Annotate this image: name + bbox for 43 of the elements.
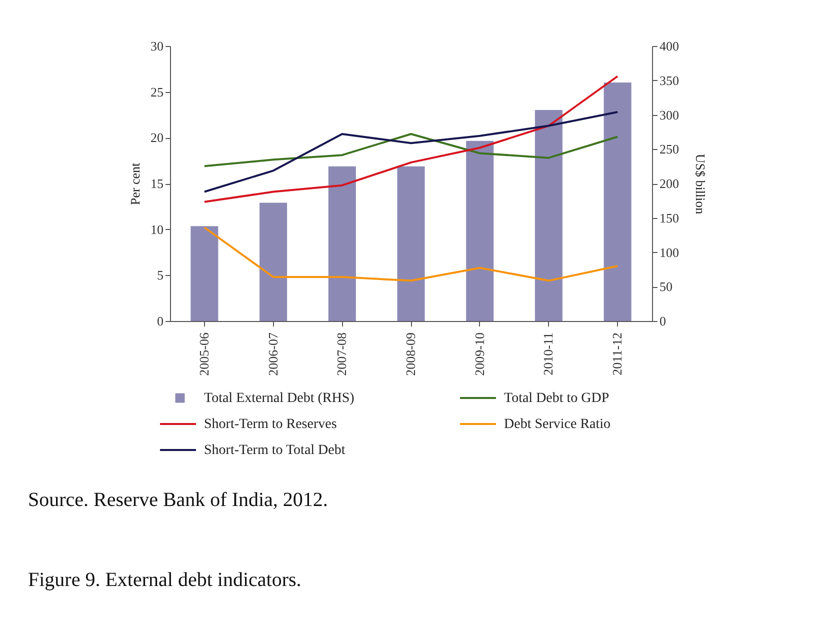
x-tick-label: 2008-09 <box>403 332 418 376</box>
y-tick-label: 15 <box>150 176 164 191</box>
bar <box>397 166 425 321</box>
line-series <box>203 75 619 203</box>
source-note: Source. Reserve Bank of India, 2012. <box>28 489 328 511</box>
y-tick-label: 5 <box>157 268 164 283</box>
y-tick-label: 20 <box>150 130 164 146</box>
line-series <box>203 226 619 282</box>
legend-label: Short-Term to Reserves <box>204 417 337 432</box>
bar <box>190 226 218 321</box>
y-tick-label: 0 <box>157 314 164 328</box>
bar <box>466 140 494 321</box>
y2-tick-label: 400 <box>660 38 679 54</box>
x-tick-label: 2009-10 <box>472 332 487 376</box>
y2-tick-label: 350 <box>660 72 679 88</box>
legend-label: Total Debt to GDP <box>504 391 610 406</box>
bar <box>260 202 288 321</box>
y2-tick-label: 50 <box>660 279 672 294</box>
line-series <box>203 111 619 193</box>
y2-tick-label: 100 <box>660 244 679 260</box>
y2-tick-label: 300 <box>660 107 679 122</box>
x-tick-label: 2006-07 <box>265 332 280 376</box>
x-tick-label: 2011-12 <box>610 332 625 376</box>
legend-label: Short-Term to Total Debt <box>204 443 346 458</box>
legend-label: Debt Service Ratio <box>504 417 611 432</box>
caption: Figure 9. External debt indicators. <box>28 569 302 591</box>
y2-tick-label: 200 <box>660 176 679 191</box>
bar <box>604 82 632 321</box>
y-tick-label: 10 <box>150 222 164 237</box>
line-series <box>203 133 619 168</box>
y-tick-label: 30 <box>150 38 164 54</box>
y2-tick-label: 250 <box>660 142 679 157</box>
y2-axis-title: US$ billion <box>693 154 708 215</box>
x-tick-label: 2005-06 <box>196 332 212 376</box>
bar <box>534 110 562 321</box>
x-tick-label: 2007-08 <box>334 332 350 376</box>
bar <box>328 166 356 321</box>
x-tick-label: 2010-11 <box>540 332 556 376</box>
y-axis-title: Per cent <box>128 162 142 206</box>
y-tick-label: 25 <box>150 84 164 100</box>
y2-tick-label: 150 <box>660 210 679 226</box>
legend-label: Total External Debt (RHS) <box>204 391 355 406</box>
y2-tick-label: 0 <box>660 314 666 328</box>
